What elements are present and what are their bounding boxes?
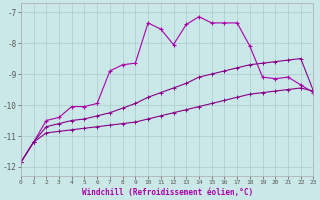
X-axis label: Windchill (Refroidissement éolien,°C): Windchill (Refroidissement éolien,°C) xyxy=(82,188,253,197)
